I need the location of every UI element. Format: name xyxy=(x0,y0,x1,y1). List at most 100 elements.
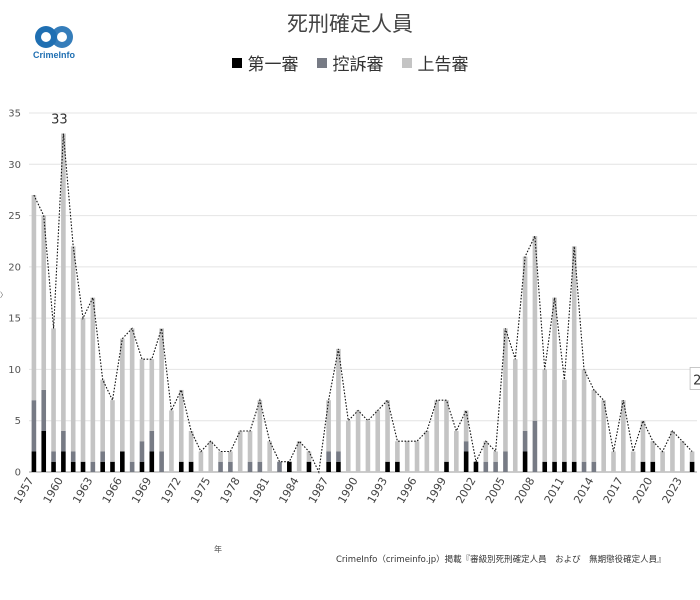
bar-supreme xyxy=(208,441,214,472)
bar-supreme xyxy=(414,441,420,472)
bar-supreme xyxy=(552,297,557,462)
legend-label-supreme: 上告審 xyxy=(417,55,469,75)
bar-supreme xyxy=(110,400,115,462)
bar-supreme xyxy=(100,379,105,452)
source-caption: CrimeInfo（crimeinfo.jp）掲載『審級別死刑確定人員 および … xyxy=(336,555,666,565)
annotation-box xyxy=(689,367,700,390)
bar-first-instance xyxy=(178,461,184,472)
y-tick-label: 15 xyxy=(8,314,21,325)
crimeinfo-logo: CrimeInfo xyxy=(26,24,82,64)
bar-supreme xyxy=(228,451,233,462)
bar-first-instance xyxy=(61,451,66,472)
x-tick-label: 2020 xyxy=(630,475,655,506)
legend-label-appeal: 控訴審 xyxy=(332,55,384,75)
bar-appeal xyxy=(51,451,56,462)
bar-supreme xyxy=(120,338,125,452)
bar-appeal xyxy=(522,430,528,452)
bar-first-instance xyxy=(306,461,312,472)
bar-supreme xyxy=(404,441,410,472)
bar-supreme xyxy=(493,451,498,462)
bar-appeal xyxy=(149,430,155,452)
bar-appeal xyxy=(257,461,263,472)
bar-supreme xyxy=(41,215,47,390)
bar-supreme xyxy=(581,369,587,462)
bar-supreme xyxy=(90,297,96,462)
bar-supreme xyxy=(434,400,439,472)
y-tick-label: 0 xyxy=(15,468,21,479)
bar-supreme xyxy=(198,451,204,472)
bar-appeal xyxy=(247,461,253,472)
bar-first-instance xyxy=(473,461,479,472)
bar-appeal xyxy=(463,441,469,452)
bar-supreme xyxy=(689,451,695,462)
bar-supreme xyxy=(345,420,351,472)
bar-supreme xyxy=(522,256,528,431)
legend-swatch-first-instance xyxy=(231,57,242,68)
bar-supreme xyxy=(326,400,331,452)
bar-supreme xyxy=(571,246,577,462)
bar-appeal xyxy=(41,389,47,431)
bar-first-instance xyxy=(395,461,400,472)
legend-label-first-instance: 第一審 xyxy=(247,55,299,75)
bar-supreme xyxy=(630,451,636,472)
bar-supreme xyxy=(591,389,597,462)
bar-supreme xyxy=(80,318,86,462)
bar-supreme xyxy=(51,328,56,452)
bar-appeal xyxy=(483,461,489,472)
bar-appeal xyxy=(129,461,135,472)
bar-appeal xyxy=(581,461,587,472)
bar-supreme xyxy=(306,451,312,462)
bar-first-instance xyxy=(571,461,577,472)
x-tick-label: 1990 xyxy=(335,475,360,506)
x-tick-label: 2008 xyxy=(512,475,537,506)
bar-appeal xyxy=(591,461,597,472)
bar-first-instance xyxy=(689,461,695,472)
x-tick-label: 1966 xyxy=(100,475,125,506)
bar-appeal xyxy=(493,461,498,472)
bar-first-instance xyxy=(70,461,76,472)
bar-appeal xyxy=(277,461,282,472)
bar-supreme xyxy=(640,420,646,462)
legend-item-supreme: 上告審 xyxy=(401,50,469,75)
bar-supreme xyxy=(395,441,400,462)
bar-supreme xyxy=(483,441,489,462)
bar-supreme xyxy=(463,410,469,442)
bar-supreme xyxy=(660,451,665,472)
x-tick-label: 1969 xyxy=(129,475,154,506)
bar-supreme xyxy=(503,328,508,452)
bar-supreme xyxy=(257,400,263,462)
bar-supreme xyxy=(601,400,606,472)
bar-appeal xyxy=(139,441,145,462)
bar-supreme xyxy=(650,441,656,462)
bar-supreme xyxy=(512,359,518,472)
bar-first-instance xyxy=(444,461,449,472)
bar-supreme xyxy=(178,389,184,462)
bar-appeal xyxy=(100,451,105,462)
bar-supreme xyxy=(61,133,66,431)
bar-first-instance xyxy=(326,461,331,472)
bar-first-instance xyxy=(542,461,548,472)
bar-first-instance xyxy=(51,461,56,472)
bar-appeal xyxy=(31,400,37,452)
x-tick-label: 1978 xyxy=(218,475,243,506)
bar-supreme xyxy=(679,441,685,472)
x-tick-label: 2011 xyxy=(542,475,567,506)
annotation-label: 2 xyxy=(693,373,700,388)
legend-swatch-supreme xyxy=(401,57,412,68)
chart-title: 死刑確定人員 xyxy=(287,12,413,36)
y-tick-label: 10 xyxy=(8,365,21,376)
bar-supreme xyxy=(454,430,459,472)
bar-supreme xyxy=(670,430,675,472)
bar-first-instance xyxy=(188,461,194,472)
x-tick-label: 1975 xyxy=(188,475,213,506)
bar-appeal xyxy=(159,451,164,472)
chart-legend: 第一審 控訴審 上告審 xyxy=(0,50,700,75)
bar-supreme xyxy=(296,441,302,472)
x-tick-label: 2005 xyxy=(483,475,508,506)
bar-supreme xyxy=(424,430,430,472)
bar-first-instance xyxy=(552,461,557,472)
y-tick-label: 25 xyxy=(8,211,21,222)
bar-appeal xyxy=(90,461,96,472)
bar-supreme xyxy=(31,195,37,401)
